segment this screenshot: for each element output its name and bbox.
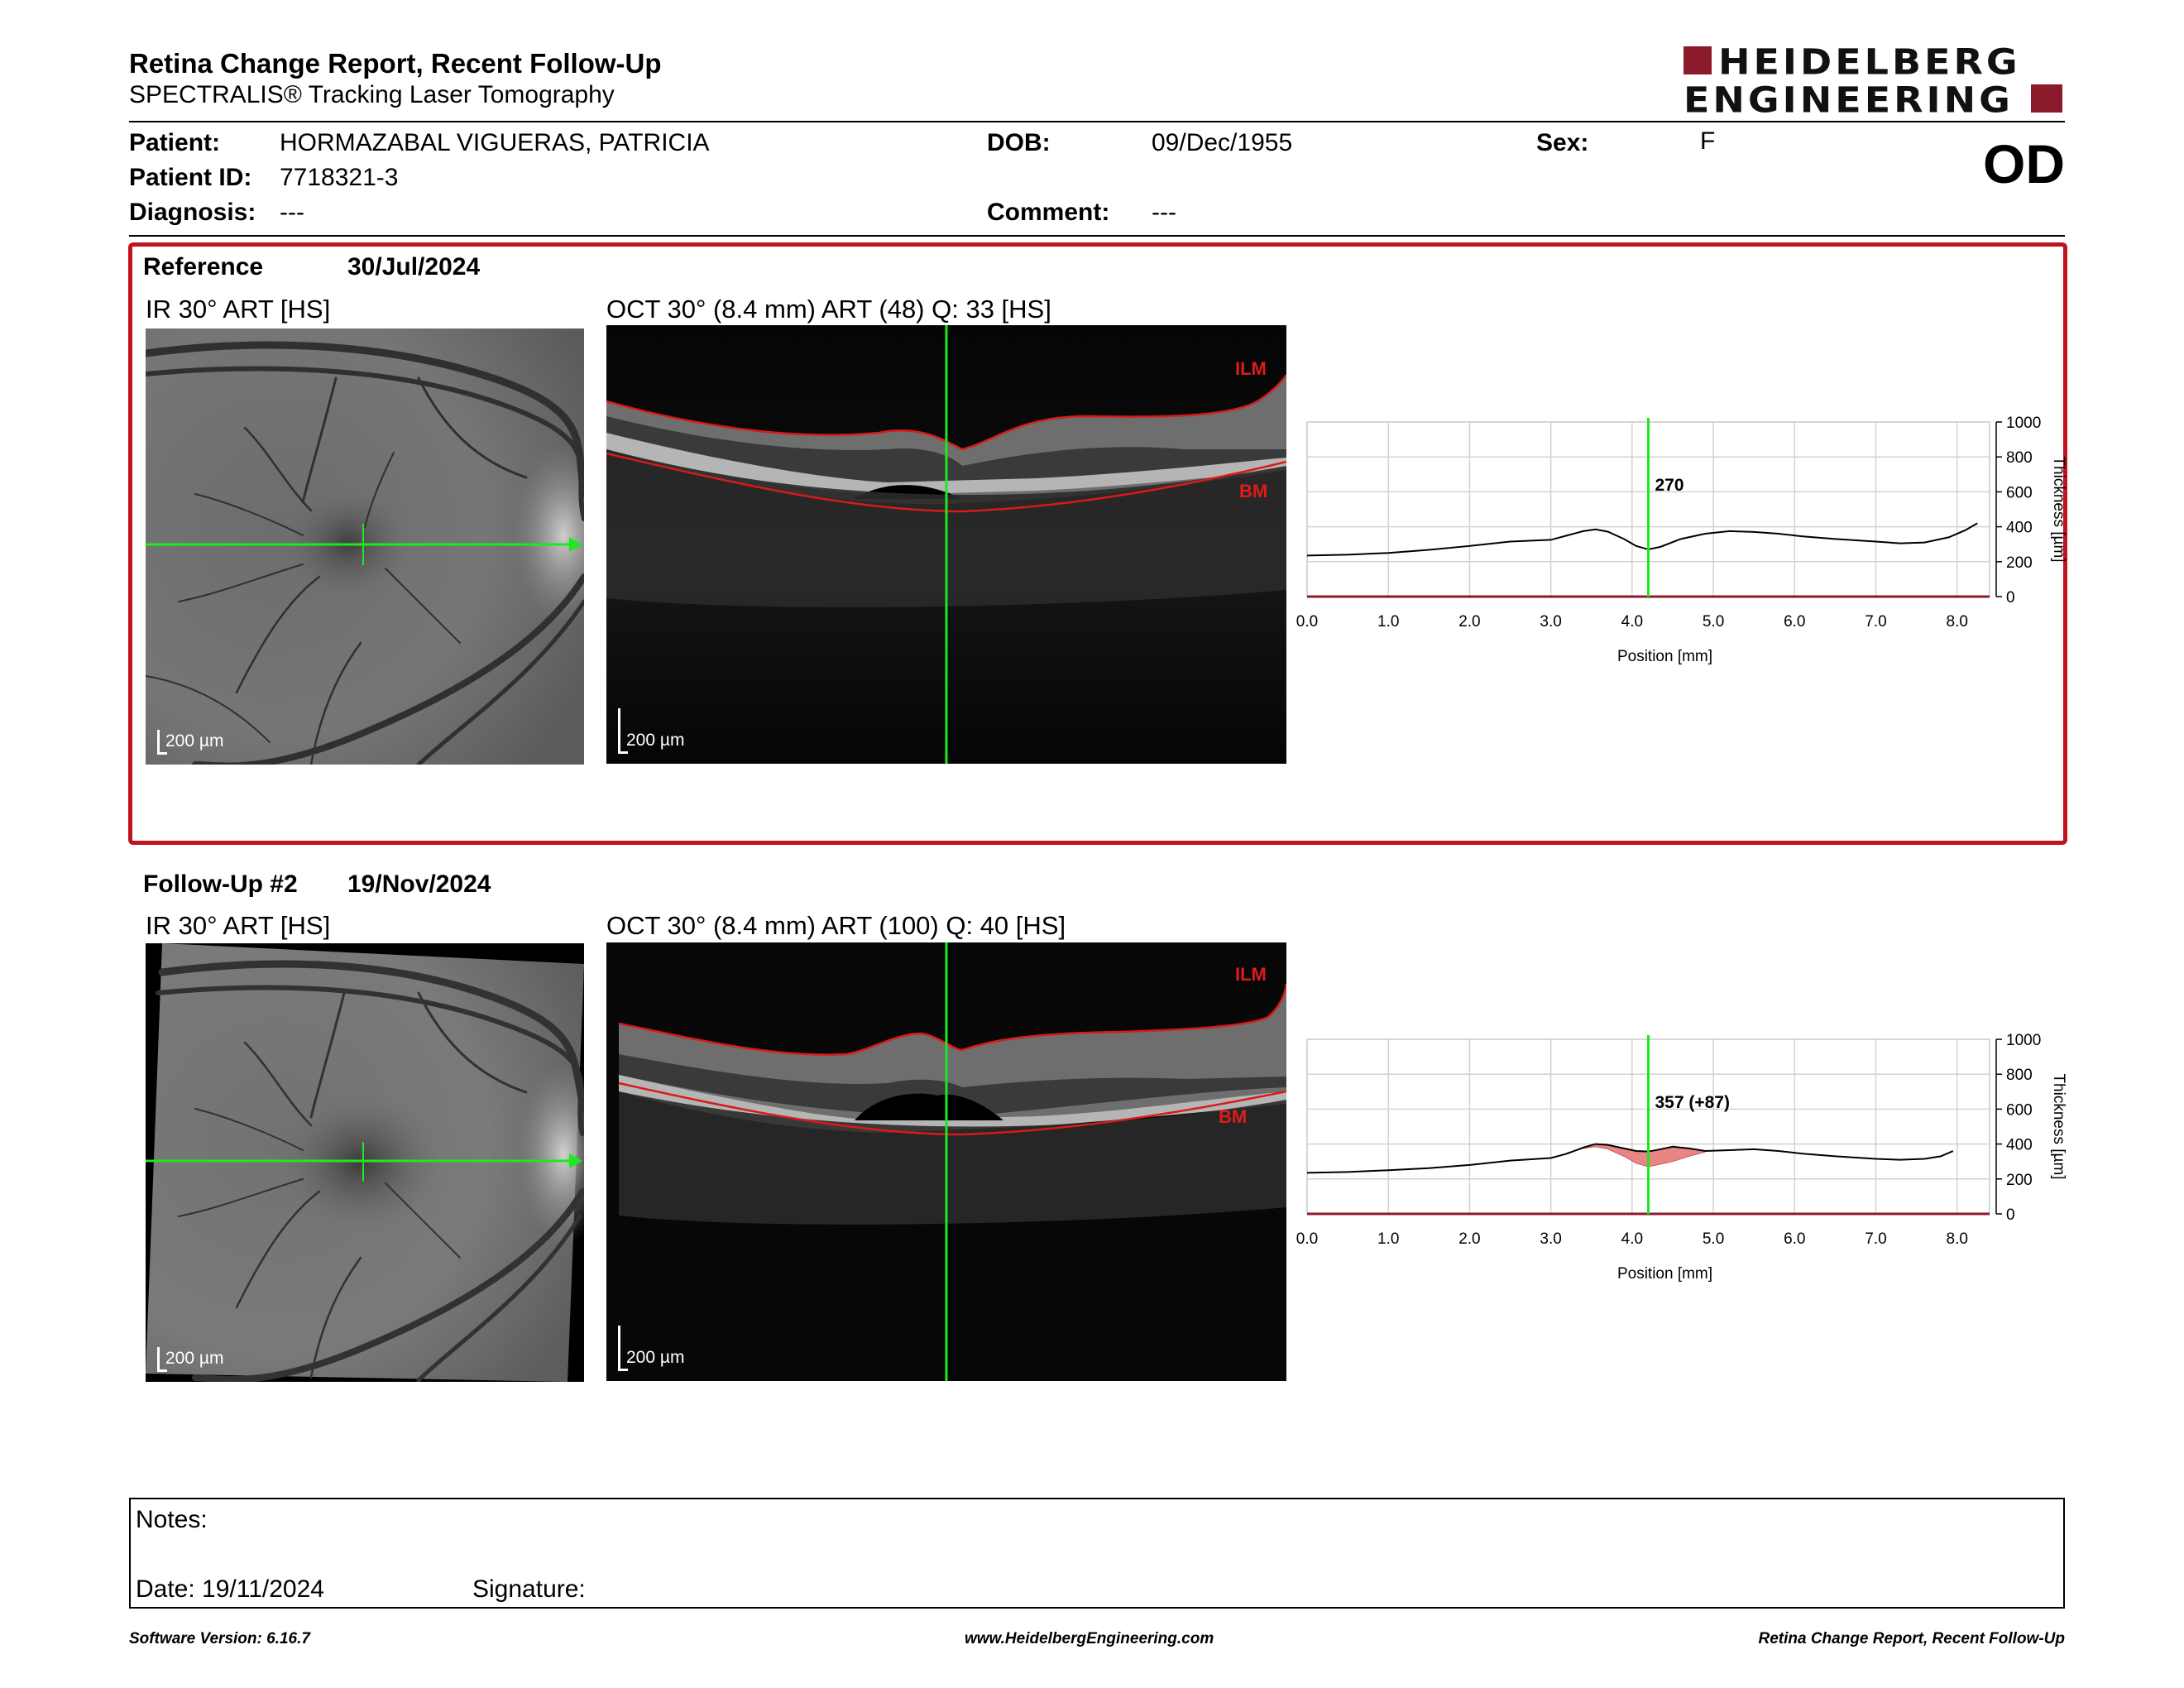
reference-bm-label: BM bbox=[1239, 481, 1267, 501]
patient-name: HORMAZABAL VIGUERAS, PATRICIA bbox=[280, 129, 710, 156]
notes-label: Notes: bbox=[136, 1506, 208, 1533]
ref-chart-xtick-label: 1.0 bbox=[1377, 613, 1399, 631]
sex-label: Sex: bbox=[1536, 129, 1589, 156]
reference-section-box bbox=[128, 242, 2067, 845]
reference-oct-scale-label: 200 µm bbox=[626, 731, 685, 750]
reference-oct-image: ILM BM 200 µm bbox=[606, 325, 1286, 764]
diagnosis-value: --- bbox=[280, 199, 304, 226]
ref-chart-ytick-label: 0 bbox=[2006, 589, 2015, 607]
signature-label: Signature: bbox=[472, 1575, 586, 1603]
dob-label: DOB: bbox=[987, 129, 1051, 156]
fu-chart-xtick-label: 4.0 bbox=[1621, 1230, 1643, 1248]
followup-fundus-graphic bbox=[146, 943, 584, 1382]
comment-value: --- bbox=[1152, 199, 1176, 226]
logo-square-right bbox=[2031, 84, 2062, 113]
ref-chart-thickness-line bbox=[1306, 522, 1978, 557]
fu-chart-xtick-label: 1.0 bbox=[1377, 1230, 1399, 1248]
ref-chart-xtick-label: 4.0 bbox=[1621, 613, 1643, 631]
followup-oct-scale: 200 µm bbox=[618, 1321, 717, 1371]
fu-chart-ytick-label: 1000 bbox=[2006, 1032, 2041, 1049]
followup-thickness-chart: 0 200 400 600 800 1000 0.0 1.0 2.0 3.0 4.0 5.0 6.0 7.… bbox=[1296, 1032, 2067, 1283]
followup-ir-title: IR 30° ART [HS] bbox=[146, 911, 331, 940]
fu-chart-ytick-label: 200 bbox=[2006, 1172, 2033, 1189]
header-divider-bottom bbox=[129, 235, 2065, 237]
reference-ir-title: IR 30° ART [HS] bbox=[146, 295, 331, 324]
fu-chart-ytick-label: 600 bbox=[2006, 1101, 2033, 1119]
eye-label: OD bbox=[1983, 133, 2065, 194]
patient-id-label: Patient ID: bbox=[129, 164, 252, 191]
ref-chart-xtick-label: 5.0 bbox=[1703, 613, 1724, 631]
followup-ir-scale-label: 200 µm bbox=[165, 1349, 224, 1368]
fu-chart-xtick-label: 7.0 bbox=[1865, 1230, 1886, 1248]
fu-chart-xtick-label: 6.0 bbox=[1784, 1230, 1805, 1248]
ref-chart-ytick-label: 800 bbox=[2006, 449, 2033, 467]
ref-chart-xtick-label: 2.0 bbox=[1458, 613, 1480, 631]
reference-oct-scale: 200 µm bbox=[618, 704, 717, 754]
followup-ilm-label: ILM bbox=[1235, 964, 1267, 985]
ref-chart-xtick-label: 0.0 bbox=[1296, 613, 1318, 631]
ref-chart-xlabel: Position [mm] bbox=[1617, 648, 1712, 665]
reference-thickness-chart: 0 200 400 600 800 1000 0.0 1.0 2.0 3.0 4.0 5.0 6.0 7.… bbox=[1296, 415, 2067, 665]
reference-label: Reference bbox=[143, 253, 264, 281]
dob-value: 09/Dec/1955 bbox=[1152, 129, 1293, 156]
ref-chart-ytick-label: 200 bbox=[2006, 554, 2033, 572]
ref-chart-ylabel: Thickness [µm] bbox=[2050, 456, 2067, 562]
fu-chart-xtick-label: 5.0 bbox=[1703, 1230, 1724, 1248]
reference-ilm-label: ILM bbox=[1235, 358, 1267, 379]
ref-chart-ytick-label: 1000 bbox=[2006, 415, 2041, 432]
reference-ir-image: 200 µm bbox=[146, 328, 584, 765]
fu-chart-ytick-label: 0 bbox=[2006, 1206, 2015, 1224]
followup-bm-label: BM bbox=[1219, 1106, 1247, 1127]
followup-oct-image: ILM BM 200 µm bbox=[606, 942, 1286, 1381]
header-divider-top bbox=[129, 121, 2065, 122]
followup-oct-title: OCT 30° (8.4 mm) ART (100) Q: 40 [HS] bbox=[606, 911, 1066, 940]
followup-oct-scale-label: 200 µm bbox=[626, 1348, 685, 1367]
reference-ir-scale-label: 200 µm bbox=[165, 731, 224, 750]
ref-chart-marker-label: 270 bbox=[1655, 476, 1684, 495]
fu-chart-xtick-label: 2.0 bbox=[1458, 1230, 1480, 1248]
footer-report-name: Retina Change Report, Recent Follow-Up bbox=[1758, 1630, 2065, 1647]
comment-label: Comment: bbox=[987, 199, 1110, 226]
footer-software-version: Software Version: 6.16.7 bbox=[129, 1630, 310, 1647]
fu-chart-marker-label: 357 (+87) bbox=[1655, 1093, 1730, 1112]
logo-line-2: ENGINEERING bbox=[1684, 79, 2014, 121]
report-title: Retina Change Report, Recent Follow-Up bbox=[129, 48, 662, 79]
logo-square-left bbox=[1684, 46, 1712, 74]
followup-label: Follow-Up #2 bbox=[143, 870, 298, 898]
notes-date: Date: 19/11/2024 bbox=[136, 1575, 324, 1603]
patient-id-value: 7718321-3 bbox=[280, 164, 399, 191]
followup-oct-graphic: ILM BM bbox=[606, 942, 1286, 1381]
reference-fundus-graphic bbox=[146, 328, 584, 765]
reference-oct-title: OCT 30° (8.4 mm) ART (48) Q: 33 [HS] bbox=[606, 295, 1051, 324]
fu-chart-xlabel: Position [mm] bbox=[1617, 1265, 1712, 1283]
notes-box: Notes: Date: 19/11/2024 Signature: bbox=[129, 1498, 2065, 1609]
ref-chart-xtick-label: 6.0 bbox=[1784, 613, 1805, 631]
fu-chart-xtick-label: 3.0 bbox=[1540, 1230, 1561, 1248]
reference-ir-scale: 200 µm bbox=[157, 730, 256, 755]
followup-ir-scale: 200 µm bbox=[157, 1347, 256, 1372]
fu-chart-ytick-label: 800 bbox=[2006, 1067, 2033, 1084]
reference-date: 30/Jul/2024 bbox=[347, 253, 481, 281]
reference-oct-graphic: ILM BM bbox=[606, 325, 1286, 764]
ref-chart-ytick-label: 600 bbox=[2006, 484, 2033, 501]
brand-logo: HEIDELBERG ENGINEERING bbox=[1684, 45, 2064, 119]
fu-chart-xtick-label: 0.0 bbox=[1296, 1230, 1318, 1248]
patient-label: Patient: bbox=[129, 129, 221, 156]
fu-chart-ylabel: Thickness [µm] bbox=[2050, 1073, 2067, 1179]
fu-chart-ytick-label: 400 bbox=[2006, 1137, 2033, 1154]
ref-chart-ytick-label: 400 bbox=[2006, 520, 2033, 537]
ref-chart-xtick-label: 8.0 bbox=[1947, 613, 1968, 631]
fu-chart-thickness-line bbox=[1306, 1143, 1954, 1174]
footer-website[interactable]: www.HeidelbergEngineering.com bbox=[965, 1630, 1214, 1647]
ref-chart-xtick-label: 3.0 bbox=[1540, 613, 1561, 631]
sex-value: F bbox=[1700, 127, 1716, 155]
fu-chart-xtick-label: 8.0 bbox=[1947, 1230, 1968, 1248]
report-subtitle: SPECTRALIS® Tracking Laser Tomography bbox=[129, 81, 615, 108]
ref-chart-xtick-label: 7.0 bbox=[1865, 613, 1886, 631]
followup-ir-image: 200 µm bbox=[146, 943, 584, 1382]
logo-line-1: HEIDELBERG bbox=[1718, 41, 2021, 83]
diagnosis-label: Diagnosis: bbox=[129, 199, 256, 226]
followup-date: 19/Nov/2024 bbox=[347, 870, 491, 898]
